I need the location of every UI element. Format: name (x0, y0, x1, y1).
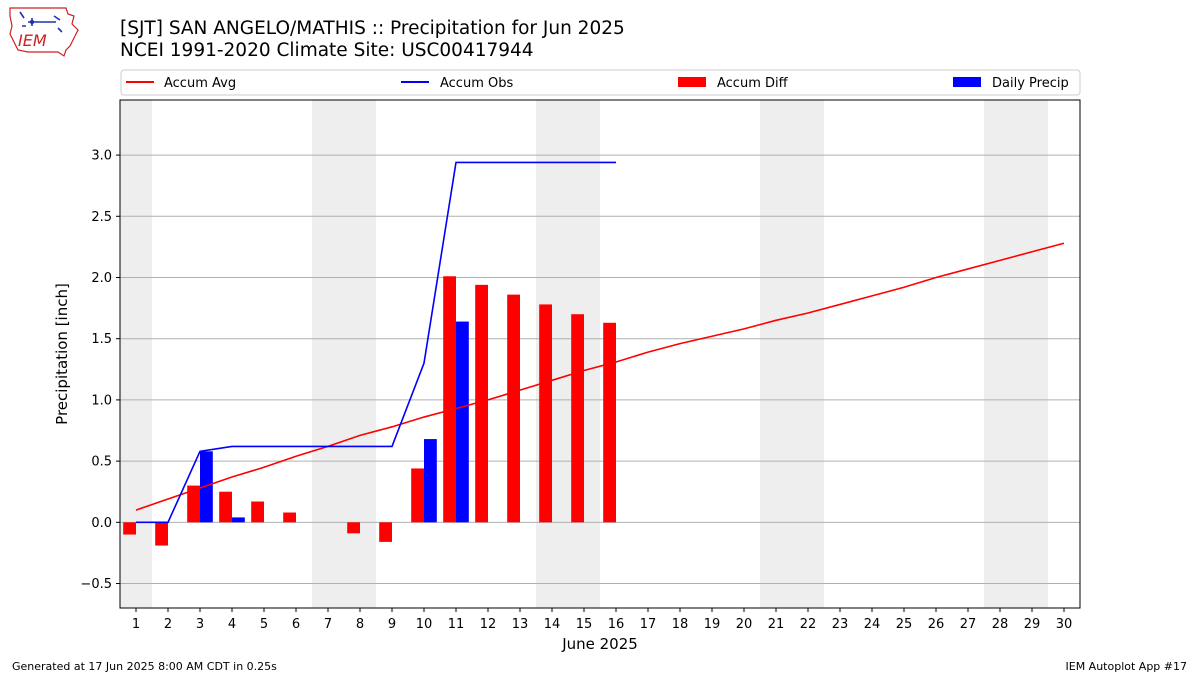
x-tick-label: 4 (228, 617, 236, 632)
generated-note: Generated at 17 Jun 2025 8:00 AM CDT in … (12, 660, 277, 673)
diff-bar (283, 512, 296, 523)
x-tick-label: 9 (388, 617, 396, 632)
y-tick-label: 1.0 (91, 393, 112, 408)
x-tick-label: 15 (576, 617, 593, 632)
diff-bar (251, 501, 264, 523)
iem-logo-text: IEM (18, 31, 47, 50)
diff-bar (347, 522, 360, 534)
daily-bar (456, 321, 469, 523)
weekend-band (760, 100, 824, 608)
bars (123, 276, 616, 546)
x-tick-label: 11 (448, 617, 465, 632)
diff-bar (379, 522, 392, 542)
daily-bar (424, 439, 437, 523)
y-tick-label: 2.0 (91, 271, 112, 286)
x-tick-label: 6 (292, 617, 300, 632)
legend-swatch-bar (678, 77, 706, 87)
y-tick-label: 1.5 (91, 332, 112, 347)
x-tick-label: 30 (1056, 617, 1073, 632)
x-tick-label: 21 (768, 617, 785, 632)
x-tick-label: 29 (1024, 617, 1041, 632)
x-tick-label: 2 (164, 617, 172, 632)
diff-bar (571, 314, 584, 523)
x-tick-label: 18 (672, 617, 689, 632)
x-tick-label: 7 (324, 617, 332, 632)
legend: Accum Avg Accum Obs Accum Diff Daily Precip (120, 69, 1081, 96)
x-tick-label: 28 (992, 617, 1009, 632)
x-tick-label: 26 (928, 617, 945, 632)
chart-title-block: [SJT] SAN ANGELO/MATHIS :: Precipitation… (120, 18, 625, 62)
chart-title: [SJT] SAN ANGELO/MATHIS :: Precipitation… (120, 18, 625, 39)
diff-bar (411, 468, 424, 523)
x-tick-label: 27 (960, 617, 977, 632)
weekend-band (984, 100, 1048, 608)
app-note: IEM Autoplot App #17 (1065, 660, 1188, 673)
x-tick-label: 20 (736, 617, 753, 632)
iem-logo: IEM (8, 6, 80, 58)
legend-swatch-bar (953, 77, 981, 87)
x-tick-label: 14 (544, 617, 561, 632)
y-axis-label: Precipitation [inch] (53, 283, 71, 425)
diff-bar (539, 304, 552, 523)
y-tick-label: −0.5 (80, 577, 112, 592)
y-tick-label: 0.5 (91, 455, 112, 470)
daily-bar (200, 451, 213, 523)
x-axis-label: June 2025 (561, 635, 638, 653)
weekend-shading (120, 100, 1048, 608)
x-tick-label: 19 (704, 617, 721, 632)
x-tick-label: 13 (512, 617, 529, 632)
diff-bar (219, 491, 232, 523)
x-tick-label: 25 (896, 617, 913, 632)
x-tick-label: 23 (832, 617, 849, 632)
accum-obs-line (136, 161, 616, 524)
daily-bar (232, 517, 245, 523)
x-tick-label: 16 (608, 617, 625, 632)
legend-label: Accum Diff (717, 76, 789, 91)
diff-bar (123, 522, 136, 535)
legend-label: Daily Precip (992, 76, 1069, 91)
x-tick-label: 12 (480, 617, 497, 632)
plot-frame (119, 99, 1081, 609)
diff-bar (475, 284, 488, 523)
diff-bar (187, 485, 200, 523)
x-tick-label: 8 (356, 617, 364, 632)
chart-subtitle: NCEI 1991-2020 Climate Site: USC00417944 (120, 40, 534, 61)
x-tick-label: 5 (260, 617, 268, 632)
axis-ticks: 1 2 3 4 5 6 7 8 9 10 11 12 13 14 15 16 17 18 19 20 21 22 23 24 2… (80, 149, 1072, 632)
diff-bar (603, 322, 616, 523)
diff-bar (507, 294, 520, 523)
x-tick-label: 3 (196, 617, 204, 632)
weekend-band (312, 100, 376, 608)
y-tick-label: 0.0 (91, 516, 112, 531)
x-tick-label: 17 (640, 617, 657, 632)
x-tick-label: 1 (132, 617, 140, 632)
y-tick-label: 3.0 (91, 149, 112, 164)
legend-label: Accum Obs (440, 76, 513, 91)
x-tick-label: 10 (416, 617, 433, 632)
accum-avg-line (135, 242, 1065, 511)
gridlines (120, 154, 1080, 585)
x-tick-label: 22 (800, 617, 817, 632)
x-tick-label: 24 (864, 617, 881, 632)
legend-box (120, 69, 1081, 96)
y-tick-label: 2.5 (91, 210, 112, 225)
lines (135, 161, 1065, 524)
diff-bar (155, 522, 168, 546)
diff-bar (443, 276, 456, 523)
legend-label: Accum Avg (164, 76, 236, 91)
